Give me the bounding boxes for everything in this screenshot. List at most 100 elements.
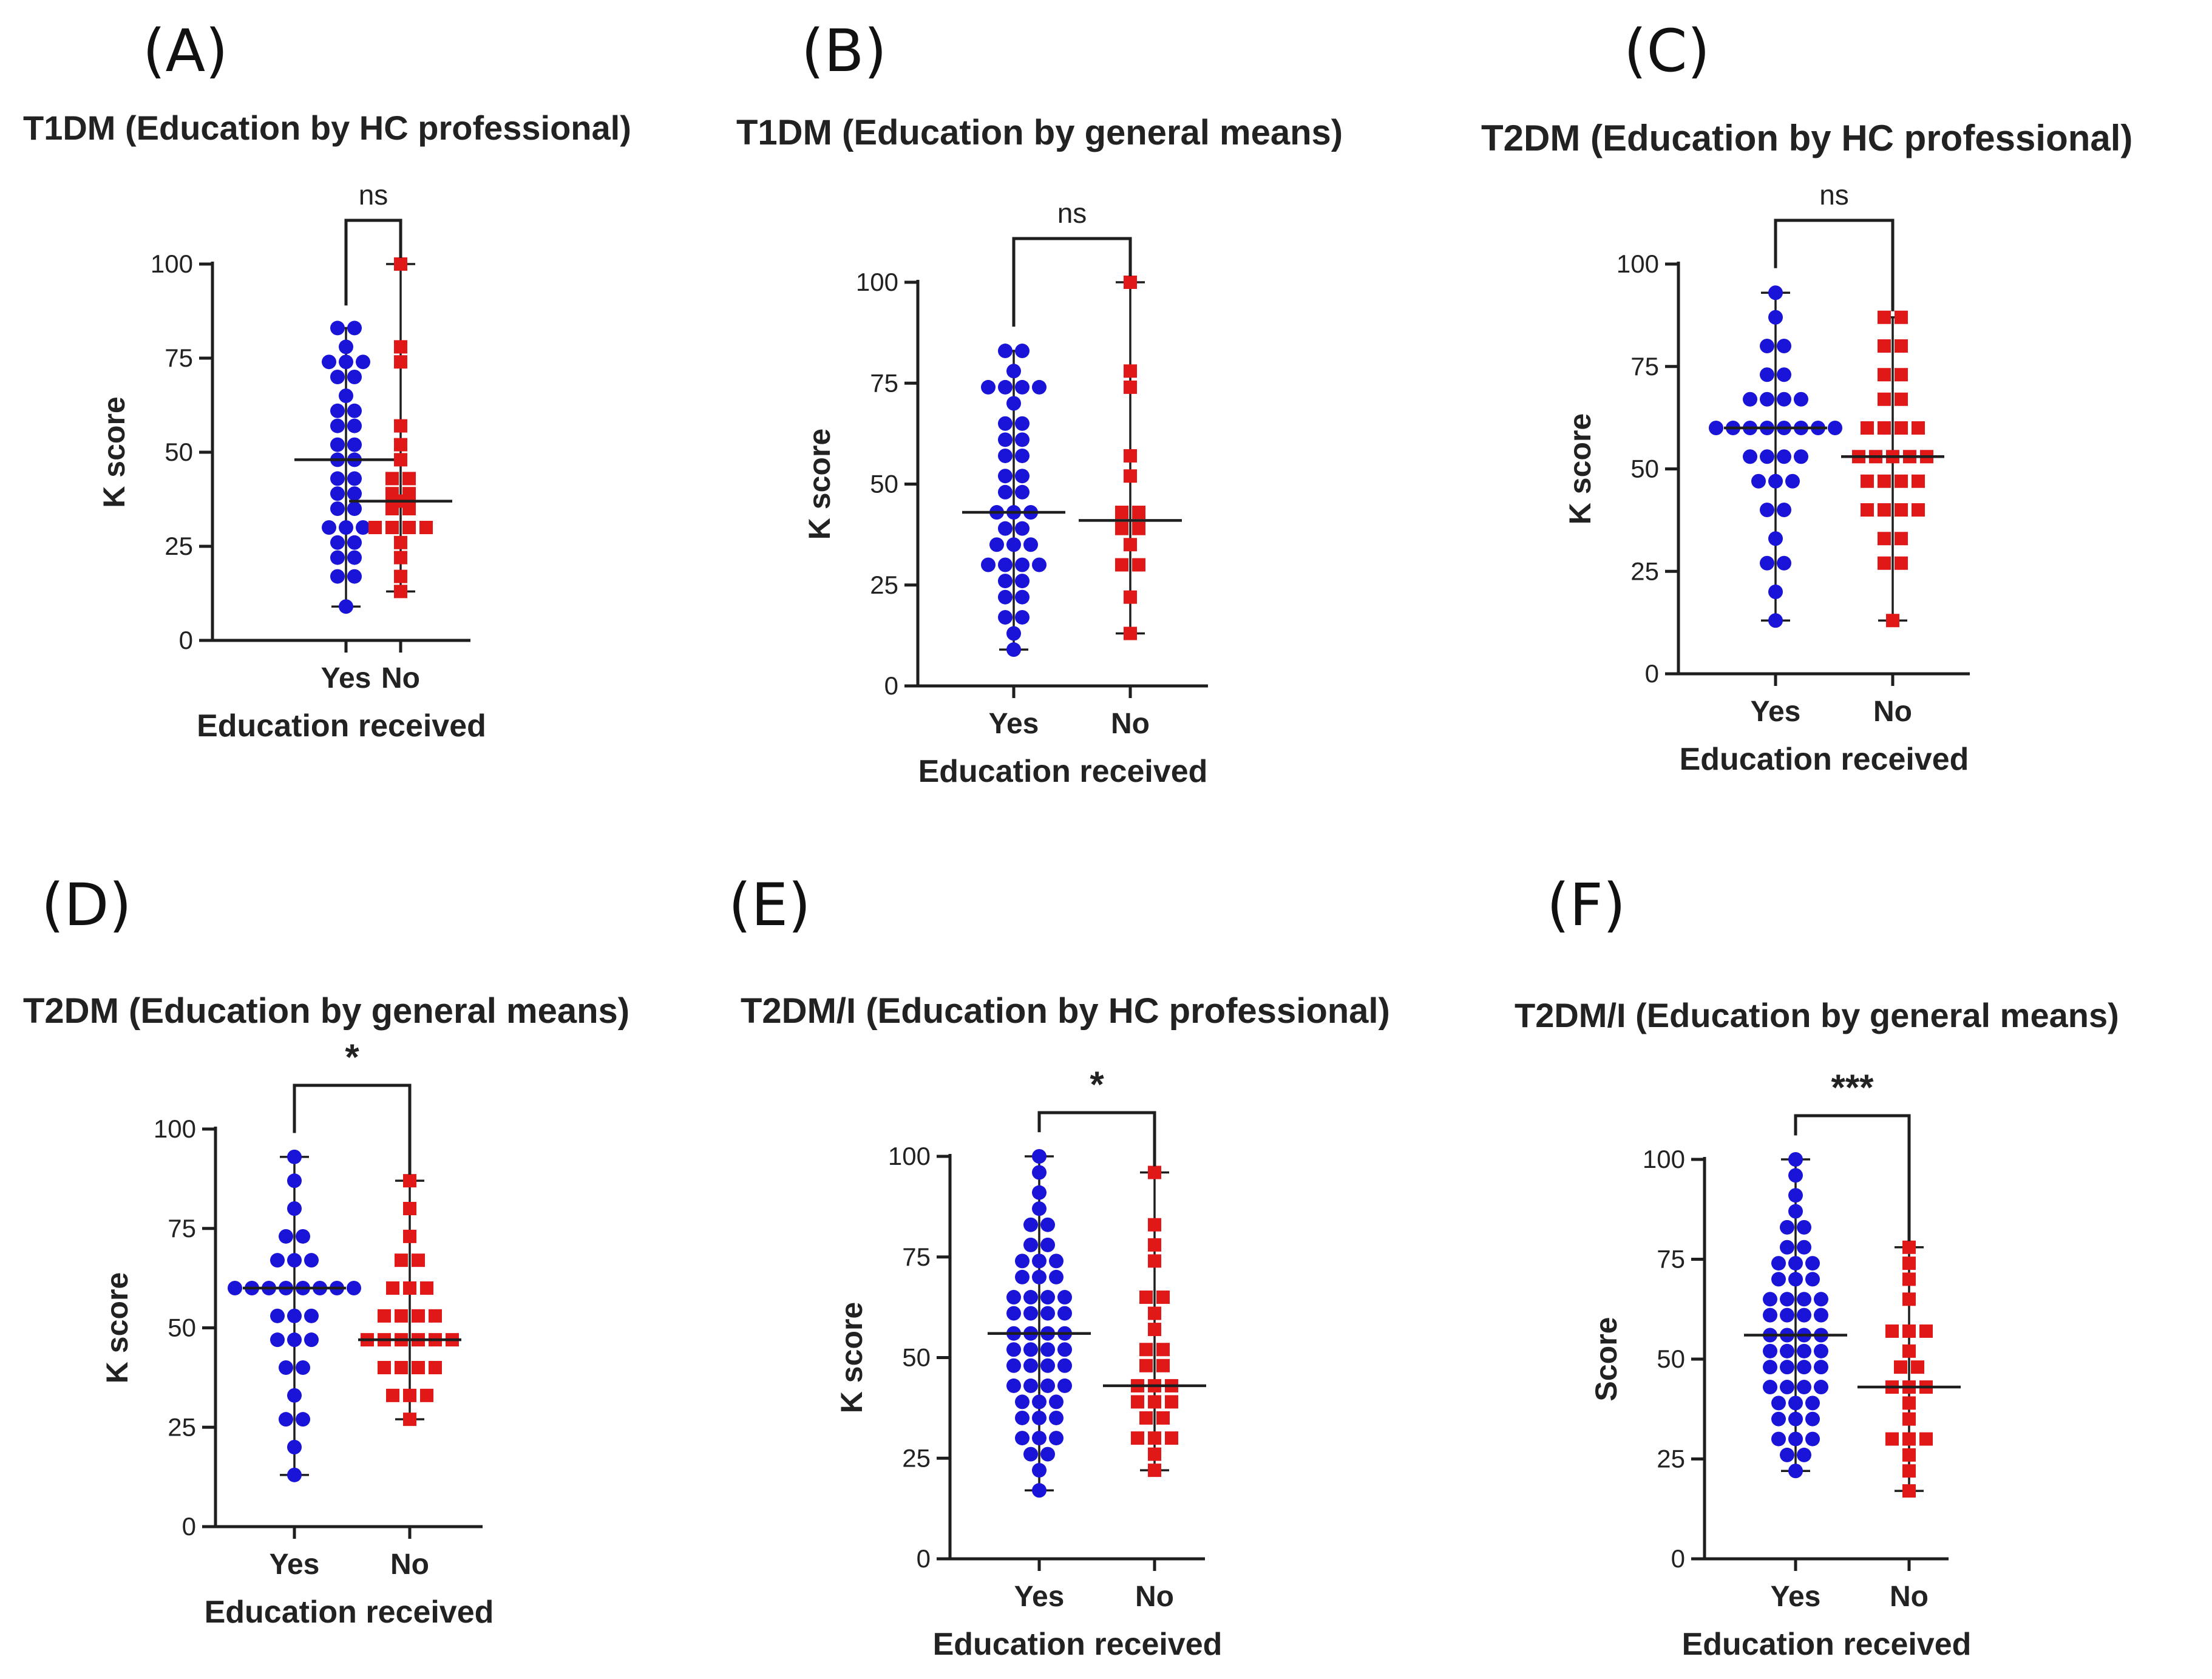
chart-e: 0 25 50 75 100 Yes No Education received K score… [835,1064,1223,1662]
x-tick-label: Yes [1751,696,1801,728]
data-point-yes [1797,1447,1811,1462]
data-point-yes [1797,1240,1811,1255]
y-tick-label: 100 [1643,1145,1685,1173]
data-point-yes [1788,1431,1803,1447]
panel-label: (C) [1624,17,1710,85]
data-point-yes [1006,537,1021,552]
data-point-yes [1788,1411,1803,1426]
data-point-yes [1057,1358,1072,1373]
data-point-yes [339,599,353,614]
data-point-yes [1032,1201,1047,1216]
x-axis-label: Education received [1682,1627,1972,1662]
data-point-yes [1788,1396,1803,1411]
data-point-yes [330,486,345,501]
data-point-yes [1814,1380,1828,1395]
y-tick-label: 50 [870,470,898,498]
y-tick-label: 50 [1657,1345,1685,1373]
y-tick-label: 75 [165,344,193,372]
data-point-no [1165,1431,1178,1445]
data-point-yes [304,1332,319,1348]
panel-label: (A) [143,17,228,85]
data-point-yes [998,344,1013,359]
data-point-no [1124,590,1137,604]
data-point-yes [1788,1152,1803,1167]
data-point-no [1139,1343,1153,1357]
significance-label: *** [1831,1067,1874,1108]
data-point-no [1902,1396,1916,1410]
data-point-yes [1015,1394,1030,1409]
significance-label: ns [1057,197,1087,229]
data-point-yes [347,1281,361,1295]
data-point-yes [1768,585,1783,599]
data-point-no [412,1253,425,1267]
data-point-no [1131,1431,1144,1445]
data-point-no [1132,506,1145,520]
data-point-yes [1771,1396,1786,1411]
data-point-no [394,551,407,565]
data-point-no [1878,339,1891,353]
data-point-yes [1049,1394,1064,1409]
y-tick-label: 100 [151,249,193,278]
data-point-yes [347,486,362,501]
y-tick-label: 0 [1671,1544,1685,1573]
data-point-no [412,1309,425,1323]
data-point-yes [1788,1464,1803,1479]
data-point-yes [1768,285,1783,300]
data-point-yes [1015,1431,1030,1446]
y-tick-label: 100 [888,1142,931,1170]
significance-bracket [1037,1111,1156,1167]
panel-label: (B) [801,17,887,85]
data-point-yes [330,370,345,384]
data-point-yes [1015,448,1030,463]
data-point-yes [1006,1378,1021,1393]
data-point-yes [1032,1149,1047,1164]
data-point-yes [1780,1308,1794,1323]
data-point-yes [330,321,345,336]
data-point-yes [1040,1217,1055,1232]
significance-label: * [1090,1064,1104,1105]
data-point-yes [998,484,1013,500]
data-point-no [1131,1395,1144,1409]
chart-title: T1DM (Education by general means) [736,113,1343,152]
data-point-no [1895,392,1908,406]
data-point-yes [1814,1360,1828,1375]
data-point-no [1124,538,1137,552]
data-point-yes [1032,1185,1047,1200]
data-point-yes [1049,1269,1064,1284]
y-axis-label: K score [97,396,131,507]
data-point-no [1156,1411,1170,1425]
data-point-yes [1023,1306,1038,1321]
y-tick-label: 0 [917,1544,931,1573]
data-point-yes [287,1308,302,1323]
data-point-yes [1023,1378,1038,1393]
data-point-yes [347,418,362,433]
x-tick-label: Yes [321,662,371,694]
x-tick-label: No [1890,1581,1929,1613]
data-point-no [1895,474,1908,488]
x-tick-label: Yes [1771,1581,1821,1613]
data-point-yes [1032,1431,1047,1446]
x-axis-label: Education received [933,1627,1223,1662]
data-point-no [1878,310,1891,324]
data-point-yes [1805,1396,1820,1411]
data-point-yes [330,403,345,418]
data-point-yes [998,416,1013,431]
data-point-yes [1777,339,1791,353]
data-point-yes [347,535,362,550]
chart-title: T2DM/I (Education by general means) [1515,996,2119,1034]
data-point-yes [1760,449,1774,464]
data-point-no [1895,421,1908,435]
x-tick-label: Yes [989,708,1039,740]
data-point-yes [339,339,353,354]
data-point-yes [330,535,345,550]
data-point-yes [1057,1342,1072,1357]
data-point-yes [1032,1463,1047,1478]
data-point-yes [347,550,362,565]
data-point-yes [270,1253,285,1268]
y-tick-label: 100 [856,268,898,296]
data-point-no [1124,449,1137,463]
data-point-no [368,521,382,534]
data-point-no [1919,1324,1933,1338]
data-point-no [1148,1447,1161,1461]
data-point-no [1148,1254,1161,1268]
